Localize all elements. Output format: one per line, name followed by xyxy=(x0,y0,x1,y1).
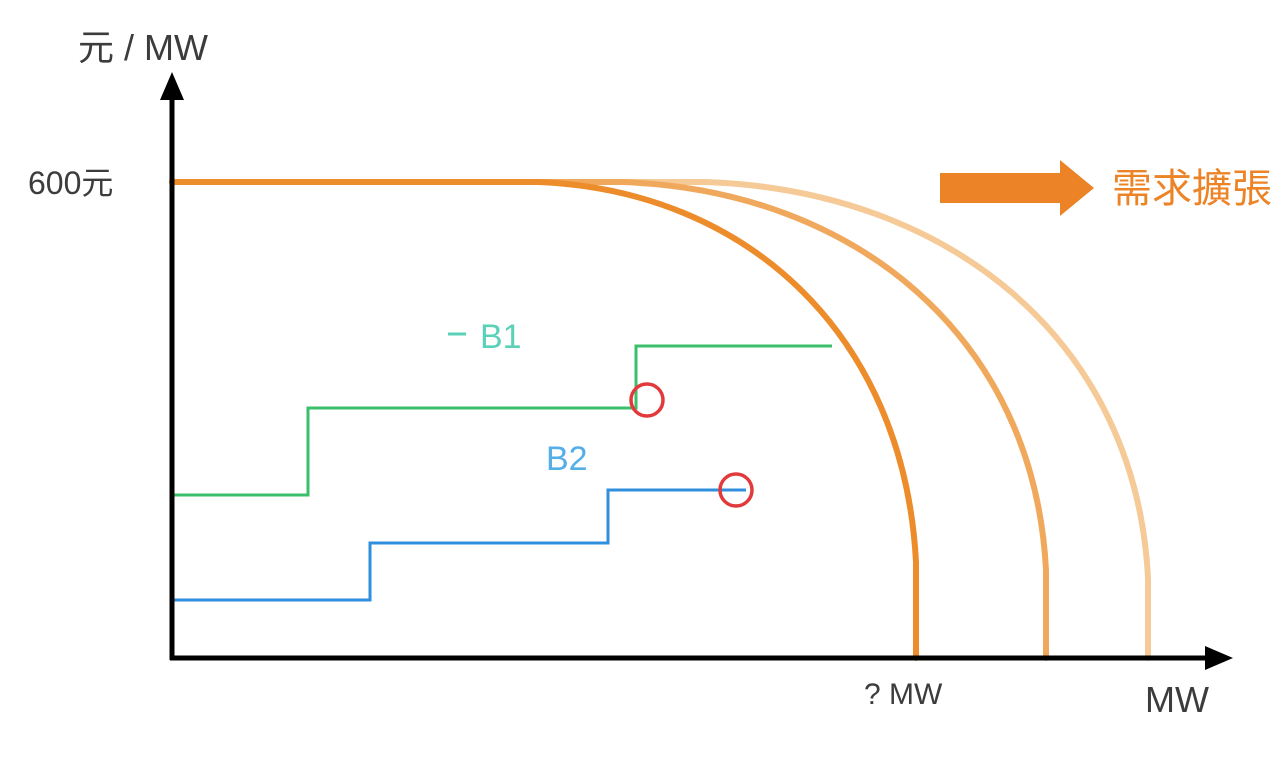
x-axis-arrowhead xyxy=(1205,646,1233,670)
demand-expansion-label: 需求擴張 xyxy=(1112,167,1272,211)
chart-container: B1 B2 元 / MW MW 600元 ? MW 需求擴張 xyxy=(0,0,1278,762)
supply-label-B1: B1 xyxy=(480,318,522,356)
supply-label-B2: B2 xyxy=(546,440,588,478)
demand-curve-demand-1 xyxy=(172,182,916,658)
demand-expansion-arrow xyxy=(940,160,1094,216)
supply-step-B2 xyxy=(172,490,746,600)
y-axis-label: 元 / MW xyxy=(78,27,208,68)
x-axis-label: MW xyxy=(1145,679,1209,720)
y-tick-600: 600元 xyxy=(28,165,113,201)
x-tick-question: ? MW xyxy=(864,678,943,711)
chart-svg: B1 B2 元 / MW MW 600元 ? MW 需求擴張 xyxy=(0,0,1278,762)
y-axis-arrowhead xyxy=(160,72,184,100)
demand-curve-demand-3 xyxy=(172,182,1148,658)
